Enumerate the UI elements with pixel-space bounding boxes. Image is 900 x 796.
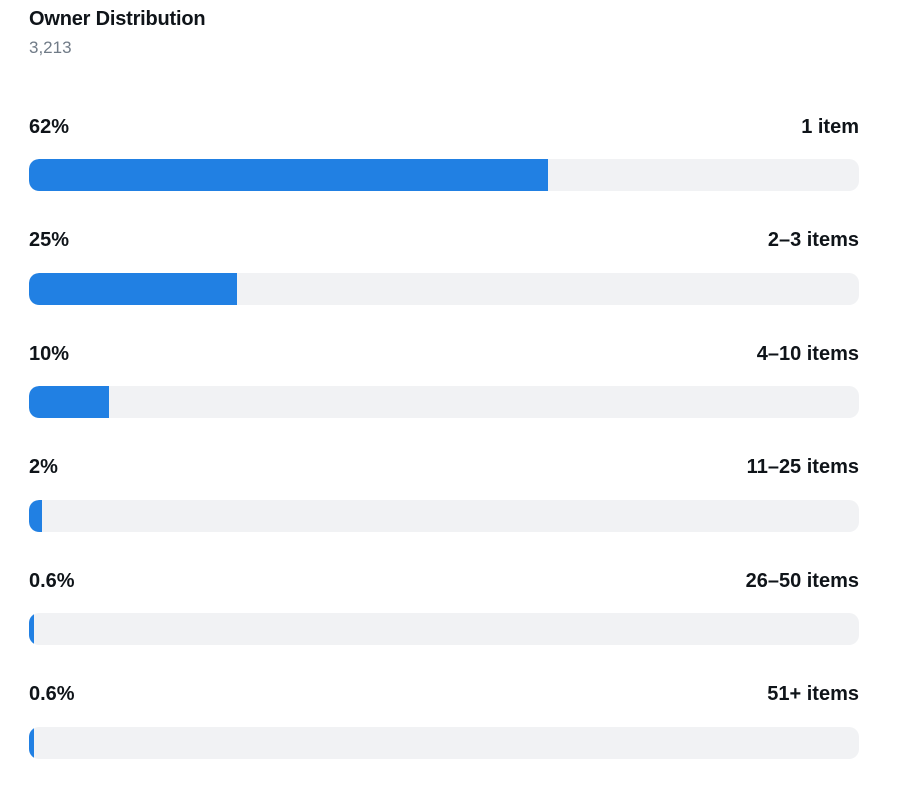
owner-distribution-panel: Owner Distribution 3,213 62% 1 item 25% … — [29, 8, 859, 759]
percent-label: 0.6% — [29, 569, 75, 592]
distribution-row: 0.6% 51+ items — [29, 682, 859, 796]
progress-track — [29, 499, 859, 532]
progress-track — [29, 159, 859, 191]
range-label: 1 item — [801, 115, 859, 138]
progress-track — [29, 726, 859, 759]
owner-total-count: 3,213 — [29, 38, 72, 57]
percent-label: 0.6% — [29, 683, 75, 706]
percent-label: 62% — [29, 115, 70, 138]
range-label: 26–50 items — [745, 569, 859, 592]
distribution-row: 2% 11–25 items — [29, 455, 859, 569]
distribution-row: 0.6% 26–50 items — [29, 568, 859, 682]
range-label: 11–25 items — [746, 456, 859, 479]
range-label: 4–10 items — [756, 342, 859, 365]
progress-fill — [29, 386, 109, 419]
range-label: 2–3 items — [767, 229, 859, 252]
distribution-list: 62% 1 item 25% 2–3 items 10% 4–10 items — [29, 114, 859, 796]
progress-fill — [29, 159, 548, 191]
progress-track — [29, 613, 859, 646]
distribution-row: 10% 4–10 items — [29, 341, 859, 455]
progress-fill — [29, 499, 42, 532]
progress-fill — [29, 726, 34, 759]
percent-label: 25% — [29, 229, 70, 252]
distribution-row: 62% 1 item — [29, 114, 859, 228]
panel-title: Owner Distribution — [29, 8, 206, 30]
percent-label: 10% — [29, 342, 70, 365]
percent-label: 2% — [29, 456, 58, 479]
progress-fill — [29, 613, 34, 646]
progress-track — [29, 386, 859, 419]
progress-track — [29, 272, 859, 305]
range-label: 51+ items — [767, 683, 859, 706]
progress-fill — [29, 272, 237, 305]
distribution-row: 25% 2–3 items — [29, 228, 859, 342]
